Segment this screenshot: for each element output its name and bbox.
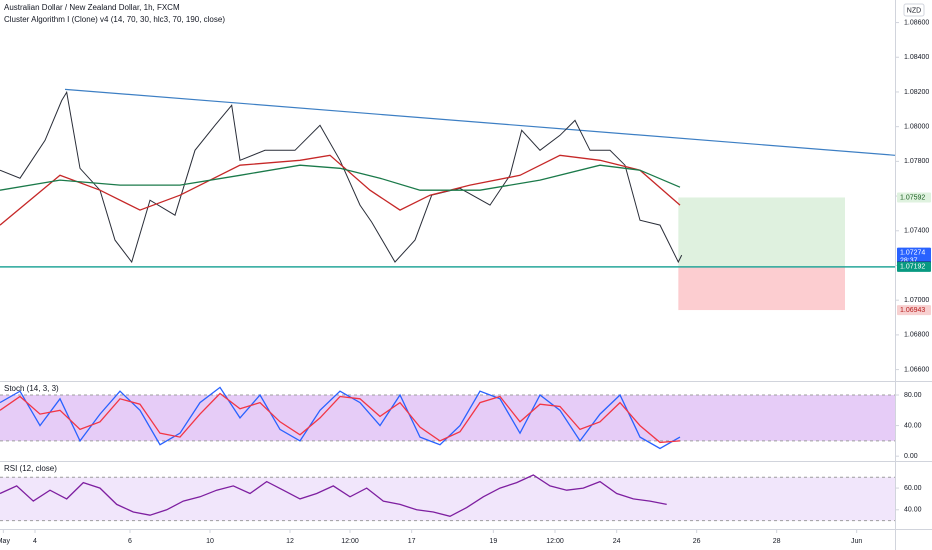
x-tick-label: 12:00 (341, 538, 359, 545)
x-tick-label: 26 (693, 538, 701, 545)
series-line (0, 154, 681, 226)
price-label-bg (897, 261, 931, 272)
series-line (0, 90, 683, 264)
series-line (0, 164, 681, 191)
x-tick-label: 24 (613, 538, 621, 545)
y-tick-label: 60.00 (904, 485, 922, 492)
x-tick-label: 12 (286, 538, 294, 545)
price-label: 1.07592 (900, 194, 925, 201)
price-label: 1.07192 (900, 264, 925, 271)
series-line (0, 392, 681, 444)
chart-layer: 1.086001.084001.082001.080001.078001.076… (0, 19, 931, 545)
currency[interactable]: NZD (907, 7, 921, 14)
countdown: 28:37 (900, 257, 918, 264)
indicator-band (0, 395, 895, 441)
y-tick-label: 1.07800 (904, 158, 929, 165)
series-line (0, 474, 667, 517)
y-tick-label: 0.00 (904, 453, 918, 460)
indicator-band (0, 477, 895, 521)
currency-box[interactable] (903, 3, 925, 17)
x-tick-label: 19 (489, 538, 497, 545)
y-tick-label: 1.08400 (904, 54, 929, 61)
x-tick-label: Jun (851, 538, 862, 545)
x-tick-label: May (0, 538, 10, 545)
price-label: 1.07274 (900, 249, 925, 256)
price-label-bg (897, 192, 931, 203)
target-zone (678, 197, 845, 267)
price-label-bg (897, 247, 931, 266)
y-tick-label: 1.08000 (904, 124, 929, 131)
chart-title: Australian Dollar / New Zealand Dollar, … (4, 3, 180, 12)
pane-title: Stoch (14, 3, 3) (4, 384, 59, 393)
y-tick-label: 1.07000 (904, 297, 929, 304)
series-line (0, 386, 681, 450)
y-tick-label: 1.06600 (904, 366, 929, 373)
price-label-bg (897, 305, 931, 316)
y-tick-label: 80.00 (904, 392, 922, 399)
y-tick-label: 1.08200 (904, 89, 929, 96)
x-tick-label: 6 (128, 538, 132, 545)
x-tick-label: 12:00 (546, 538, 564, 545)
x-tick-label: 17 (408, 538, 416, 545)
pane-title: RSI (12, close) (4, 464, 57, 473)
y-tick-label: 1.07400 (904, 228, 929, 235)
x-tick-label: 4 (33, 538, 37, 545)
y-tick-label: 1.06800 (904, 332, 929, 339)
trendline (64, 88, 896, 156)
price-label: 1.06943 (900, 307, 925, 314)
y-tick-label: 1.08600 (904, 19, 929, 26)
x-tick-label: 10 (206, 538, 214, 545)
y-tick-label: 40.00 (904, 507, 922, 514)
y-tick-label: 40.00 (904, 422, 922, 429)
stop-zone (678, 266, 845, 311)
indicator-label: Cluster Algorithm I (Clone) v4 (14, 70, … (4, 15, 225, 24)
x-tick-label: 28 (773, 538, 781, 545)
